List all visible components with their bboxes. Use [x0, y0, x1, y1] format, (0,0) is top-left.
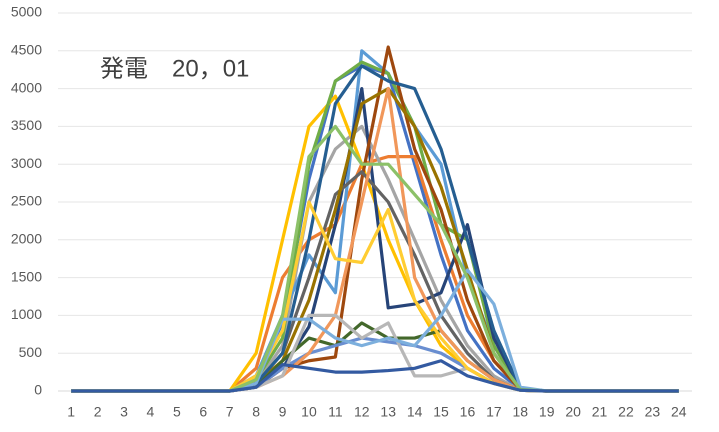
x-tick-label: 16: [460, 404, 476, 420]
x-tick-label: 22: [618, 404, 634, 420]
x-tick-label: 14: [407, 404, 423, 420]
series-line: [71, 321, 679, 393]
annotation: 発電 20，01: [100, 55, 249, 82]
y-tick-label: 3000: [11, 155, 42, 171]
x-tick-label: 19: [539, 404, 555, 420]
y-tick-label: 1000: [11, 306, 42, 322]
y-tick-label: 2000: [11, 231, 42, 247]
y-tick-label: 1500: [11, 268, 42, 284]
y-tick-label: 0: [34, 382, 42, 398]
series-line: [71, 124, 679, 393]
x-tick-label: 12: [354, 404, 370, 420]
x-tick-label: 7: [226, 404, 234, 420]
y-tick-label: 4500: [11, 42, 42, 58]
x-tick-label: 4: [147, 404, 155, 420]
x-tick-label: 6: [199, 404, 207, 420]
x-tick-label: 15: [433, 404, 449, 420]
x-tick-label: 11: [328, 404, 343, 420]
x-tick-label: 17: [486, 404, 502, 420]
x-tick-label: 20: [565, 404, 581, 420]
x-tick-label: 3: [120, 404, 128, 420]
series-line: [71, 336, 679, 393]
x-tick-label: 13: [380, 404, 396, 420]
x-tick-label: 10: [301, 404, 317, 420]
x-tick-label: 21: [592, 404, 608, 420]
y-tick-label: 500: [19, 344, 43, 360]
y-tick-label: 2500: [11, 193, 42, 209]
x-tick-label: 24: [671, 404, 687, 420]
x-tick-label: 1: [67, 404, 75, 420]
x-tick-label: 5: [173, 404, 181, 420]
x-tick-label: 8: [252, 404, 260, 420]
series-line: [71, 359, 679, 393]
y-tick-label: 5000: [11, 4, 42, 20]
series-line: [71, 200, 679, 393]
x-tick-label: 18: [513, 404, 529, 420]
x-tick-label: 23: [645, 404, 661, 420]
y-tick-label: 4000: [11, 79, 42, 95]
x-tick-label: 9: [279, 404, 287, 420]
y-tick-label: 3500: [11, 117, 42, 133]
x-tick-label: 2: [94, 404, 102, 420]
series-line: [71, 124, 679, 393]
